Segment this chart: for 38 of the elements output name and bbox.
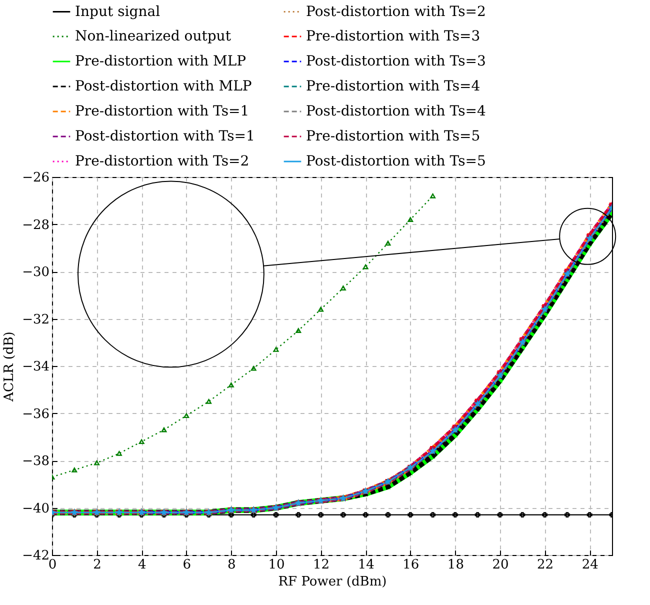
x-tick-label: 20 [492,558,509,572]
x-tick-label: 14 [358,558,374,572]
y-tick-label: −38 [22,454,50,469]
y-tick-label: −26 [22,170,50,186]
legend-label: Pre-distortion with Ts=4 [306,78,480,94]
legend-label: Post-distortion with Ts=2 [306,4,486,20]
legend-label: Non-linearized output [75,28,232,44]
x-tick-label: 6 [182,558,192,572]
legend-label: Input signal [75,4,161,20]
y-tick-label: −34 [22,360,50,374]
x-tick-label: 18 [447,558,464,572]
legend-label: Post-distortion with Ts=1 [75,128,255,144]
x-tick-label: 12 [313,558,330,572]
y-tick-label: −32 [22,312,50,328]
legend-label: Post-distortion with Ts=5 [306,154,486,170]
legend-label: Pre-distortion with MLP [75,54,246,70]
y-tick-label: −30 [22,265,50,280]
x-tick-label: 22 [537,558,554,572]
legend-label: Post-distortion with Ts=4 [306,104,486,120]
legend-label: Pre-distortion with Ts=5 [306,128,480,144]
y-tick-label: −28 [22,218,50,233]
x-tick-label: 16 [402,558,420,572]
x-tick-label: 4 [138,558,146,572]
x-tick-label: 10 [268,558,285,572]
legend-label: Pre-distortion with Ts=3 [306,28,480,44]
x-tick-label: 24 [582,558,598,572]
y-tick-label: −40 [22,501,50,516]
x-tick-label: 8 [228,558,236,572]
y-tick-label: −36 [22,406,50,422]
y-axis-title: ACLR (dB) [2,332,18,402]
x-tick-label: 0 [48,558,57,572]
y-tick-label: −42 [22,548,50,564]
x-axis-title: RF Power (dBm) [278,574,387,590]
legend-label: Post-distortion with MLP [75,78,252,94]
legend-label: Pre-distortion with Ts=2 [75,154,250,170]
x-tick-label: 2 [93,558,102,572]
legend-label: Pre-distortion with Ts=1 [75,104,250,120]
legend-label: Post-distortion with Ts=3 [306,54,486,70]
